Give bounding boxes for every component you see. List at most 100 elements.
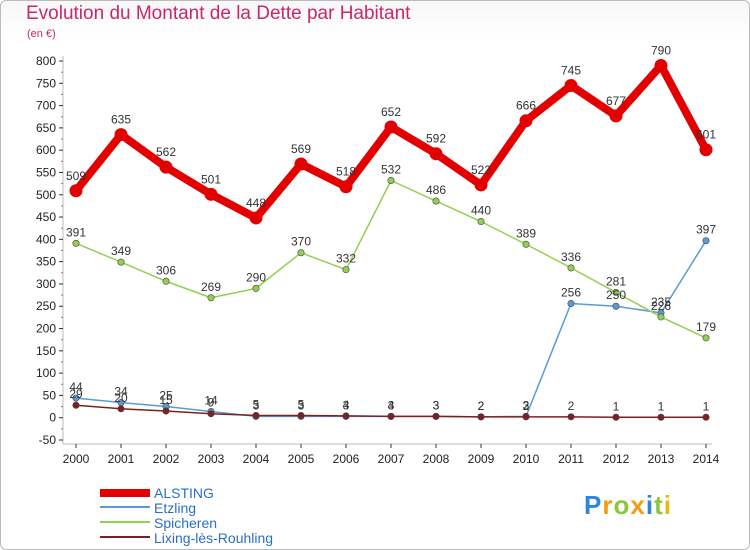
data-point-lixing-les-rouhling-6 (342, 412, 350, 420)
data-point-lixing-les-rouhling-7 (387, 412, 395, 420)
data-label-spicheren-1: 349 (111, 244, 131, 258)
data-label-etzling-5: 3 (298, 398, 305, 412)
data-label-spicheren-3: 269 (201, 280, 221, 294)
data-label-alsting-1: 635 (111, 113, 131, 127)
data-label-spicheren-12: 281 (606, 274, 626, 288)
y-tick-label-14: 650 (36, 121, 56, 135)
data-point-spicheren-9 (477, 218, 485, 226)
data-label-alsting-14: 601 (696, 128, 716, 142)
x-tick-label-13: 2013 (648, 452, 675, 466)
y-tick-label-11: 500 (36, 188, 56, 202)
data-point-lixing-les-rouhling-10 (522, 413, 530, 421)
y-tick-label-6: 250 (36, 299, 56, 313)
data-label-etzling-10: 3 (523, 398, 530, 412)
series-line-alsting (72, 61, 710, 222)
legend-label-etzling: Etzling (154, 500, 197, 516)
data-label-alsting-5: 569 (291, 142, 311, 156)
data-label-alsting-13: 790 (651, 43, 671, 57)
data-point-etzling-12 (612, 302, 620, 310)
data-point-spicheren-13 (657, 313, 665, 321)
data-label-etzling-2: 25 (159, 389, 173, 403)
data-label-spicheren-7: 532 (381, 162, 401, 176)
data-point-lixing-les-rouhling-11 (567, 413, 575, 421)
logo-letter-6: i (663, 490, 672, 520)
data-label-alsting-4: 448 (246, 196, 266, 210)
legend-item-lixing[interactable]: Lixing-lès-Rouhling (100, 530, 320, 546)
data-label-lixing-les-rouhling-11: 2 (568, 399, 575, 413)
data-label-spicheren-5: 370 (291, 235, 311, 249)
data-label-spicheren-10: 389 (516, 226, 536, 240)
data-point-etzling-0 (72, 394, 80, 402)
data-point-alsting-12 (609, 109, 623, 123)
y-tick-label-16: 750 (36, 76, 56, 90)
data-label-alsting-8: 592 (426, 132, 446, 146)
data-label-etzling-1: 34 (114, 385, 128, 399)
data-label-lixing-les-rouhling-12: 1 (613, 399, 620, 413)
legend-label-lixing: Lixing-lès-Rouhling (154, 530, 274, 546)
chart-title: Evolution du Montant de la Dette par Hab… (26, 3, 411, 24)
data-point-alsting-4 (249, 211, 263, 225)
data-point-spicheren-14 (702, 334, 710, 342)
data-point-spicheren-4 (252, 284, 260, 292)
legend-item-alsting[interactable]: ALSTING (100, 485, 320, 501)
data-label-lixing-les-rouhling-6: 4 (343, 398, 350, 412)
data-point-alsting-1 (114, 128, 128, 142)
data-point-lixing-les-rouhling-5 (297, 411, 305, 419)
data-label-spicheren-2: 306 (156, 263, 176, 277)
y-tick-label-2: 50 (43, 388, 57, 402)
legend-swatch-lixing (100, 536, 150, 538)
data-label-spicheren-4: 290 (246, 270, 266, 284)
data-point-spicheren-8 (432, 197, 440, 205)
data-label-alsting-3: 501 (201, 172, 221, 186)
data-label-lixing-les-rouhling-10: 2 (523, 399, 530, 413)
series-line-spicheren (75, 179, 707, 339)
data-point-etzling-11 (567, 300, 575, 308)
data-label-etzling-14: 397 (696, 223, 716, 237)
y-tick-label-9: 400 (36, 232, 56, 246)
y-tick-label-13: 600 (36, 143, 56, 157)
y-tick-label-4: 150 (36, 344, 56, 358)
legend-swatch-spicheren (100, 521, 150, 523)
data-label-alsting-0: 509 (66, 169, 86, 183)
proxiti-logo: Proxiti (584, 490, 672, 521)
data-point-spicheren-1 (117, 258, 125, 266)
legend-swatch-etzling (100, 506, 150, 508)
data-label-spicheren-11: 336 (561, 250, 581, 264)
y-tick-label-12: 550 (36, 165, 56, 179)
data-label-spicheren-8: 486 (426, 183, 446, 197)
data-label-lixing-les-rouhling-3: 9 (208, 396, 215, 410)
y-tick-label-1: 0 (49, 411, 56, 425)
y-tick-label-15: 700 (36, 99, 56, 113)
data-point-spicheren-5 (297, 249, 305, 257)
data-point-lixing-les-rouhling-13 (657, 413, 665, 421)
data-point-alsting-0 (69, 184, 83, 198)
x-tick-label-1: 2001 (108, 452, 135, 466)
data-point-spicheren-11 (567, 264, 575, 272)
data-label-etzling-11: 256 (561, 286, 581, 300)
data-point-alsting-10 (519, 114, 533, 128)
data-point-alsting-7 (384, 120, 398, 134)
data-point-spicheren-10 (522, 240, 530, 248)
data-point-spicheren-0 (72, 239, 80, 247)
series-layer (69, 58, 713, 421)
data-label-spicheren-14: 179 (696, 320, 716, 334)
data-label-lixing-les-rouhling-4: 5 (253, 397, 260, 411)
data-label-alsting-11: 745 (561, 64, 581, 78)
data-point-alsting-2 (159, 160, 173, 174)
x-tick-label-3: 2003 (198, 452, 225, 466)
data-label-alsting-2: 562 (156, 145, 176, 159)
y-tick-label-5: 200 (36, 322, 56, 336)
legend-item-spicheren[interactable]: Spicheren (100, 515, 320, 531)
data-label-etzling-0: 44 (69, 380, 83, 394)
data-label-lixing-les-rouhling-14: 1 (703, 399, 710, 413)
x-tick-label-9: 2009 (468, 452, 495, 466)
data-label-alsting-12: 677 (606, 94, 626, 108)
logo-letter-2: o (613, 490, 631, 520)
data-point-alsting-8 (429, 147, 443, 161)
legend-item-etzling[interactable]: Etzling (100, 500, 320, 516)
logo-letter-0: P (584, 490, 603, 520)
data-label-lixing-les-rouhling-0: 29 (69, 387, 83, 401)
x-tick-label-0: 2000 (63, 452, 90, 466)
